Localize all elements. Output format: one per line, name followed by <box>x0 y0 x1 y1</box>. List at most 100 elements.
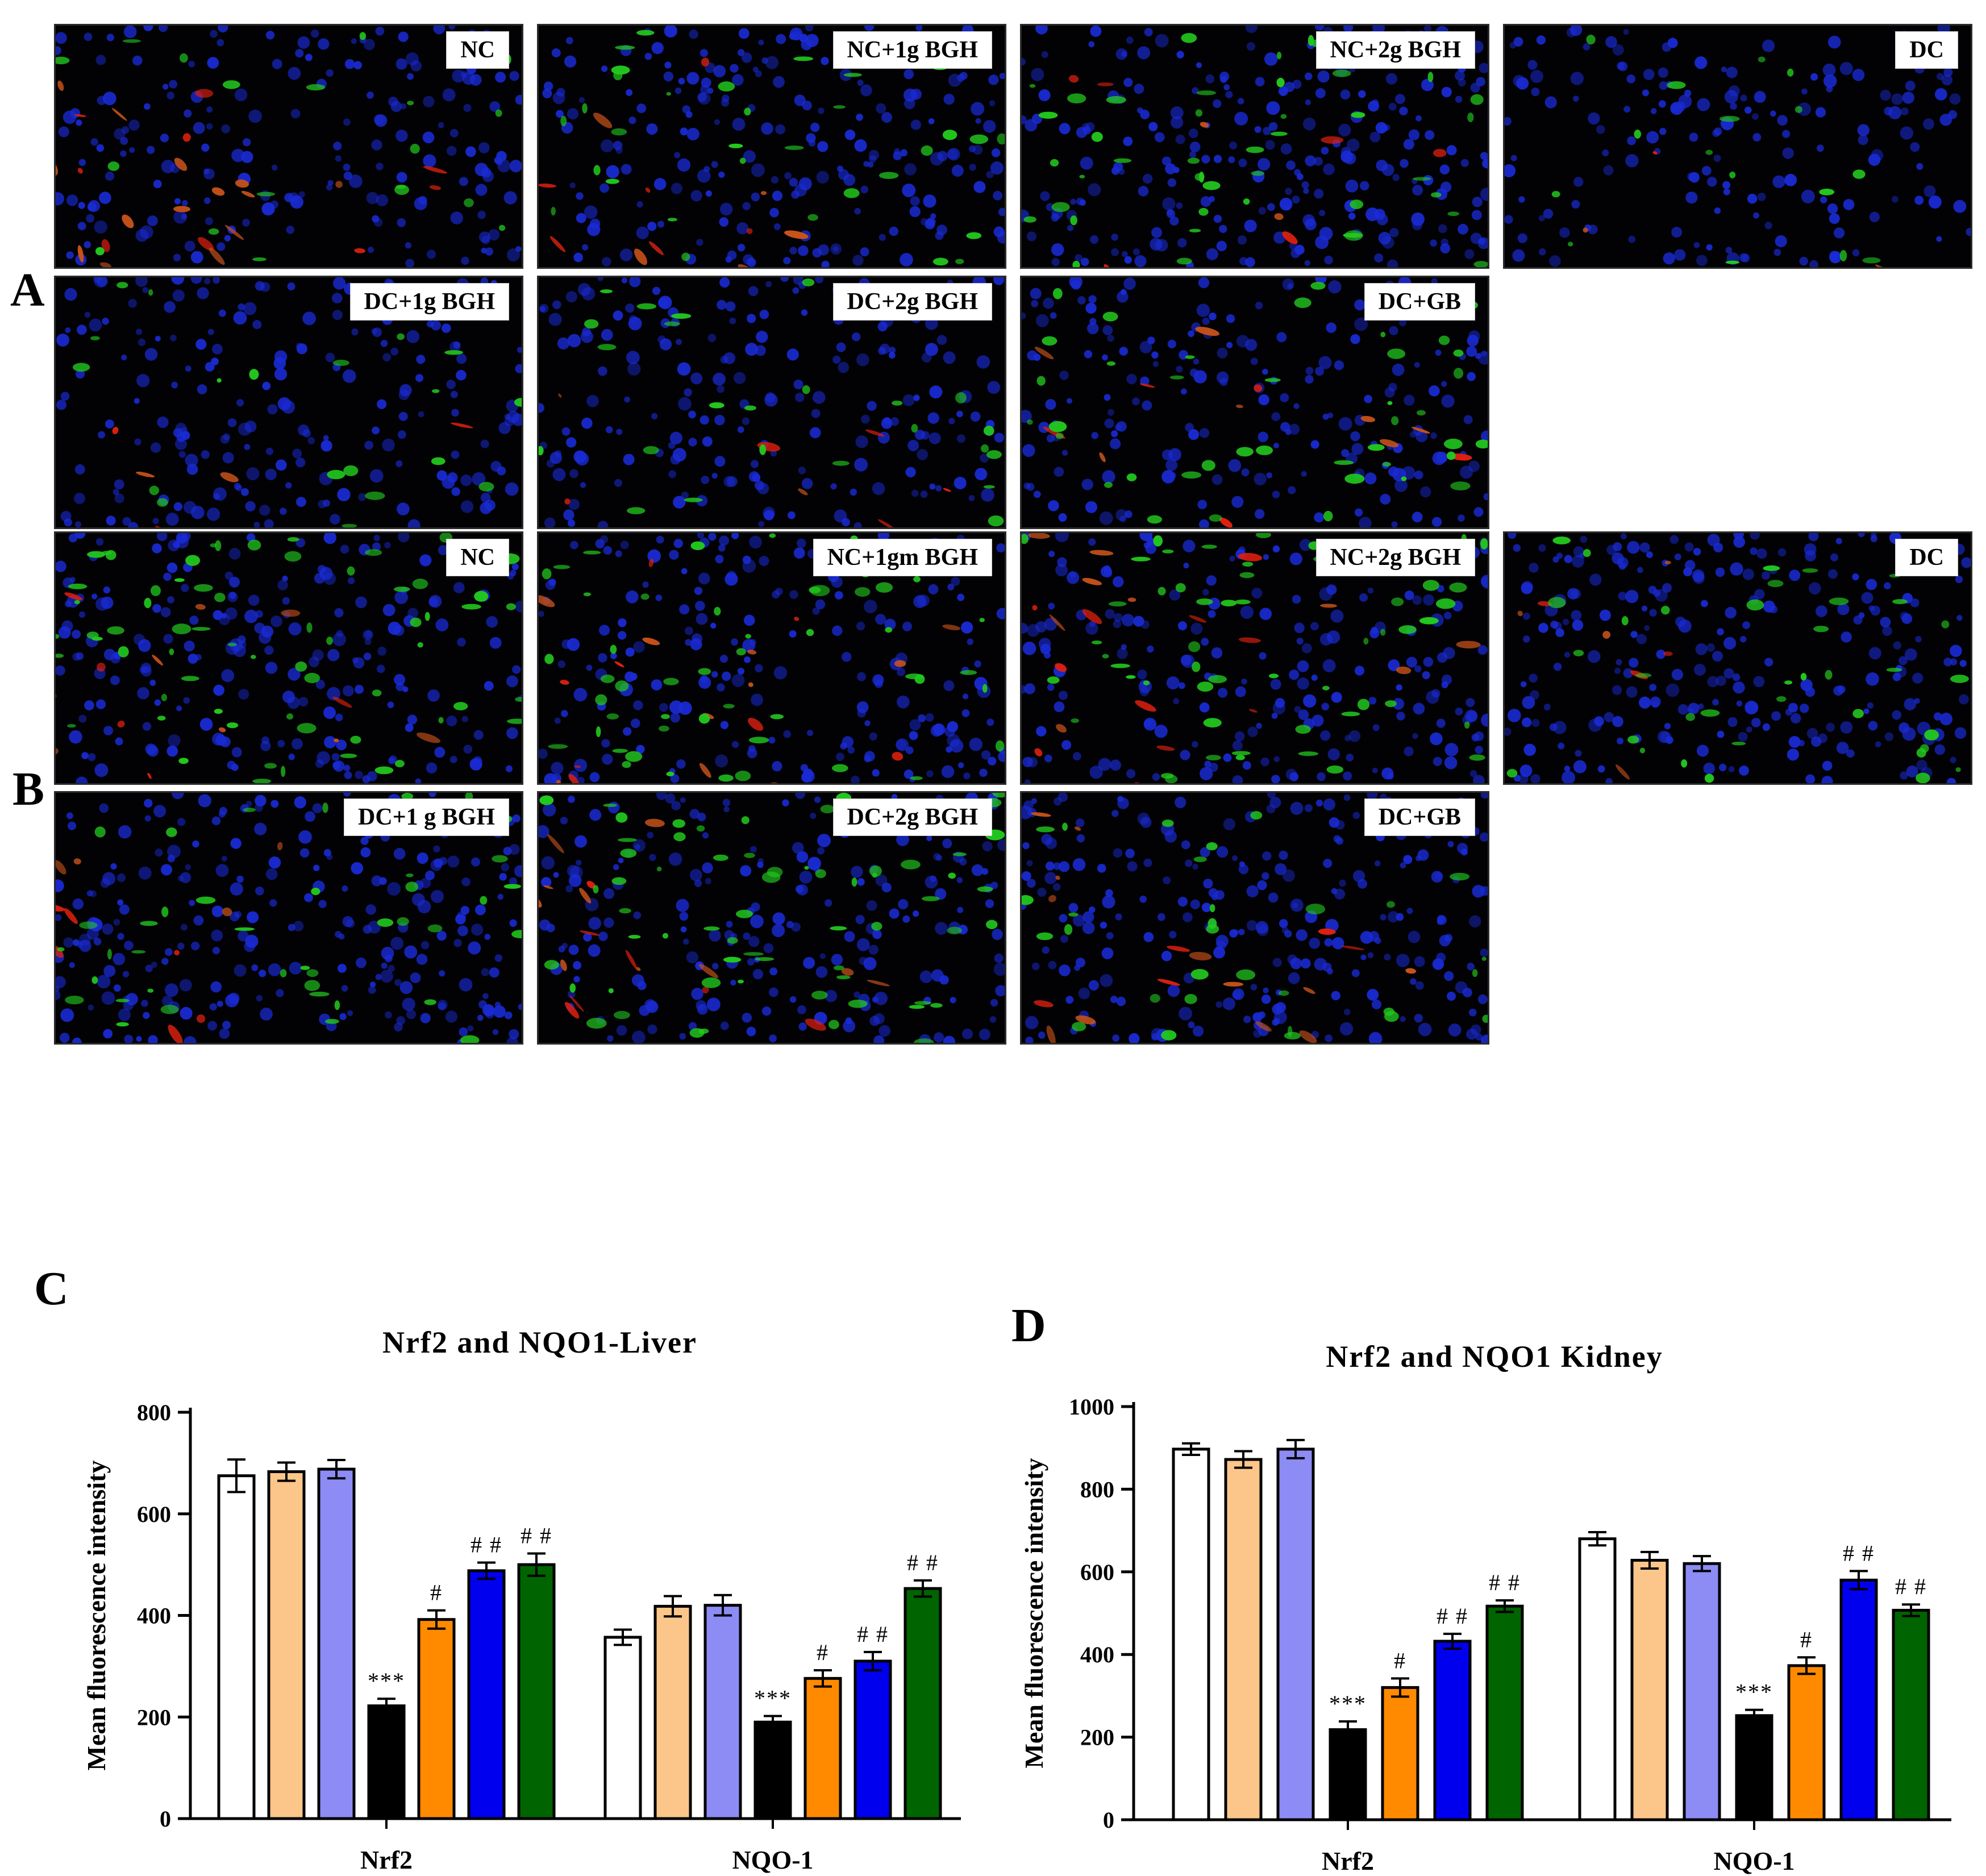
bar <box>653 1604 692 1820</box>
bar <box>417 1618 456 1820</box>
significance-mark: # # <box>907 1550 939 1575</box>
bar <box>803 1677 842 1820</box>
x-tick-label: NQO-1 <box>1713 1846 1795 1875</box>
y-tick-label: 0 <box>1103 1807 1114 1833</box>
bar <box>1578 1537 1617 1821</box>
x-tick-label: Nrf2 <box>1322 1846 1374 1875</box>
bar <box>1683 1562 1721 1821</box>
micrograph-texture <box>56 533 522 783</box>
panel-letter-b: B <box>13 763 45 816</box>
y-tick-label: 800 <box>1080 1476 1114 1502</box>
micrograph-label: DC+2g BGH <box>832 798 992 836</box>
y-tick-label: 400 <box>1080 1642 1114 1667</box>
y-tick-label: 200 <box>137 1704 171 1730</box>
bar <box>467 1569 506 1820</box>
y-tick-label: 200 <box>1080 1725 1114 1750</box>
bar <box>703 1604 742 1820</box>
significance-mark: *** <box>1735 1679 1773 1705</box>
y-tick-label: 400 <box>137 1603 171 1629</box>
bar <box>1735 1714 1773 1821</box>
panel-letter-c: C <box>34 1262 69 1315</box>
significance-mark: # # <box>1489 1570 1521 1595</box>
x-tick-label: Nrf2 <box>360 1845 413 1874</box>
micrograph-a-4: DC <box>1503 24 1972 269</box>
bar-charts: C Nrf2 and NQO1-Liver Mean fluorescence in… <box>34 1262 1951 1875</box>
micrograph-a-5: DC+1g BGH <box>54 276 523 529</box>
significance-mark: # <box>430 1580 443 1605</box>
bar <box>367 1704 406 1820</box>
y-tick-label: 600 <box>1080 1559 1114 1585</box>
significance-mark: # # <box>471 1532 502 1558</box>
micrograph-a-7: DC+GB <box>1020 276 1489 529</box>
micrograph-label: NC <box>446 539 509 576</box>
micrograph-b-7: DC+GB <box>1020 791 1489 1045</box>
micrograph-texture <box>1505 26 1971 267</box>
bar <box>1485 1604 1524 1821</box>
micrograph-b-6: DC+2g BGH <box>537 791 1006 1045</box>
micrograph-label: DC+GB <box>1364 798 1475 836</box>
significance-mark: # <box>817 1640 829 1665</box>
significance-mark: # # <box>1437 1603 1468 1629</box>
y-axis-label: Mean fluorescence intensity <box>1019 1458 1048 1769</box>
micrograph-b-1: NC <box>54 531 523 785</box>
y-tick-label: 1000 <box>1069 1394 1114 1420</box>
bar <box>1892 1608 1930 1821</box>
significance-mark: # <box>1800 1627 1813 1652</box>
micrograph-label: DC <box>1895 31 1958 69</box>
panel-letter-a: A <box>10 264 45 317</box>
bar <box>1381 1686 1419 1821</box>
significance-mark: *** <box>1329 1691 1367 1716</box>
bar <box>1172 1447 1210 1821</box>
micrograph-label: NC+2g BGH <box>1315 31 1475 69</box>
micrograph-label: NC+1gm BGH <box>813 539 992 576</box>
micrograph-a-6: DC+2g BGH <box>537 276 1006 529</box>
bar <box>1224 1458 1263 1821</box>
micrograph-b-3: NC+2g BGH <box>1020 531 1489 785</box>
significance-mark: # <box>1394 1648 1406 1673</box>
bar <box>1630 1558 1669 1821</box>
bar <box>753 1720 792 1820</box>
significance-mark: *** <box>754 1685 792 1711</box>
micrograph-a-1: NC <box>54 24 523 269</box>
micrograph-label: DC+GB <box>1364 283 1475 321</box>
micrograph-a-3: NC+2g BGH <box>1020 24 1489 269</box>
significance-mark: *** <box>368 1668 405 1694</box>
bar <box>1276 1447 1315 1821</box>
chart-title: Nrf2 and NQO1-Liver <box>382 1325 697 1359</box>
micrograph-texture <box>56 26 522 267</box>
bar <box>1329 1728 1367 1821</box>
bar <box>603 1636 642 1820</box>
chart-title: Nrf2 and NQO1 Kidney <box>1326 1340 1663 1374</box>
bar <box>217 1474 256 1820</box>
micrograph-label: DC+2g BGH <box>832 283 992 321</box>
micrograph-label: NC+2g BGH <box>1315 539 1475 576</box>
significance-mark: # # <box>521 1523 552 1548</box>
y-tick-label: 0 <box>160 1806 171 1832</box>
significance-mark: # # <box>1843 1540 1875 1566</box>
y-tick-label: 800 <box>137 1400 171 1425</box>
bar <box>317 1467 356 1820</box>
micrograph-a-2: NC+1g BGH <box>537 24 1006 269</box>
panel-letter-d: D <box>1011 1299 1046 1352</box>
y-tick-label: 600 <box>137 1501 171 1527</box>
micrograph-label: DC+1g BGH <box>349 283 509 321</box>
bar <box>904 1587 942 1820</box>
micrograph-b-4: DC <box>1503 531 1972 785</box>
significance-mark: # # <box>1895 1574 1927 1599</box>
significance-mark: # # <box>857 1621 889 1647</box>
bar <box>853 1659 892 1820</box>
micrograph-b-5: DC+1 g BGH <box>54 791 523 1045</box>
micrograph-texture <box>56 793 522 1043</box>
micrograph-label: NC <box>446 31 509 69</box>
y-axis-label: Mean fluorescence intensity <box>82 1461 111 1771</box>
bar <box>517 1563 556 1820</box>
bar <box>1433 1640 1472 1821</box>
micrograph-b-2: NC+1gm BGH <box>537 531 1006 785</box>
micrograph-label: NC+1g BGH <box>832 31 992 69</box>
bar <box>1839 1578 1878 1821</box>
micrograph-texture <box>1505 533 1971 783</box>
micrograph-label: DC <box>1895 539 1958 576</box>
x-tick-label: NQO-1 <box>732 1845 813 1874</box>
micrograph-label: DC+1 g BGH <box>344 798 509 836</box>
bar <box>1787 1664 1826 1821</box>
